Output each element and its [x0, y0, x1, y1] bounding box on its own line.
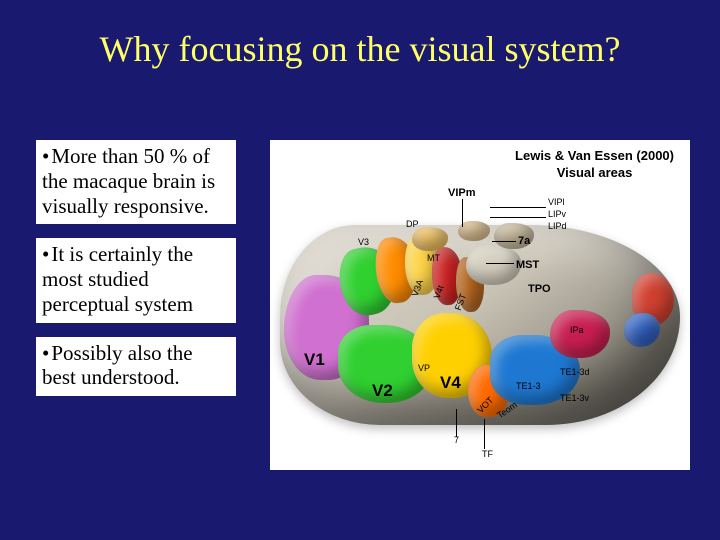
leader-line [490, 217, 546, 218]
brain-diagram: V1 V2 V4 V3 DP V3A V4t MT FST VP VOT Teo… [280, 205, 680, 460]
leader-line [456, 409, 457, 437]
bullet-text: Possibly also the best understood. [42, 341, 193, 390]
label-dp: DP [406, 219, 419, 229]
caption-line-2: Visual areas [515, 165, 674, 182]
label-mst: MST [516, 259, 539, 271]
bullet-text: More than 50 % of the macaque brain is v… [42, 144, 215, 218]
label-vipl: VIPl [548, 197, 565, 207]
region-mst [466, 245, 521, 285]
leader-line [490, 207, 546, 208]
label-mt: MT [427, 253, 440, 263]
label-lipv: LIPv [548, 209, 566, 219]
label-te13d: TE1-3d [560, 367, 590, 377]
caption-line-1: Lewis & Van Essen (2000) [515, 148, 674, 165]
label-ipa: IPa [570, 325, 584, 335]
bullet-item: •It is certainly the most studied percep… [36, 238, 236, 322]
leader-line [492, 241, 516, 242]
label-7a: 7a [518, 235, 530, 247]
leader-line [486, 263, 514, 264]
bullet-item: •Possibly also the best understood. [36, 337, 236, 397]
label-te13: TE1-3 [516, 381, 541, 391]
label-vipm-top: VIPm [448, 187, 476, 199]
label-vp: VP [418, 363, 430, 373]
label-v3: V3 [358, 237, 369, 247]
bullet-text: It is certainly the most studied percept… [42, 242, 193, 316]
region-dp [412, 227, 448, 251]
label-tf: TF [482, 449, 493, 459]
label-lipd: LIPd [548, 221, 567, 231]
bullet-item: •More than 50 % of the macaque brain is … [36, 140, 236, 224]
leader-line [484, 419, 485, 449]
leader-line [462, 199, 463, 227]
brain-figure: Lewis & Van Essen (2000) Visual areas V1… [270, 140, 690, 470]
bullet-list: •More than 50 % of the macaque brain is … [36, 140, 236, 410]
label-v1: V1 [304, 350, 325, 370]
label-tpo: TPO [528, 283, 551, 295]
figure-caption: Lewis & Van Essen (2000) Visual areas [515, 148, 674, 182]
label-v4: V4 [440, 373, 461, 393]
label-v2: V2 [372, 381, 393, 401]
slide-title: Why focusing on the visual system? [0, 28, 720, 70]
label-te13v: TE1-3v [560, 393, 589, 403]
